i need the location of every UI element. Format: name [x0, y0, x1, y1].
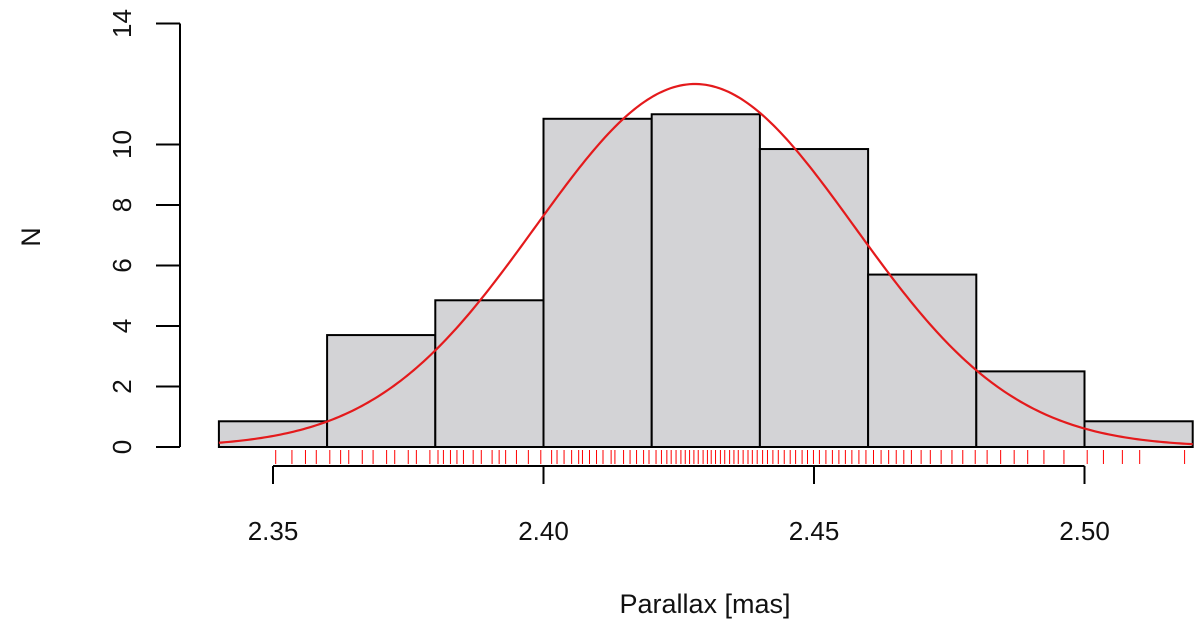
y-tick-label-14: 14 — [107, 9, 137, 38]
x-tick-label-2.45: 2.45 — [789, 516, 840, 546]
y-tick-label-8: 8 — [107, 198, 137, 212]
x-tick-label-2.50: 2.50 — [1059, 516, 1110, 546]
histogram-bar-1 — [217, 420, 329, 449]
histogram-bar-5 — [650, 113, 761, 448]
x-axis: 2.35 2.40 2.45 2.50 — [248, 465, 1110, 546]
gaussian-fit-curve — [218, 82, 1193, 446]
x-tick-label-2.40: 2.40 — [518, 516, 569, 546]
rug-marks — [275, 450, 1186, 464]
y-axis-title: N — [16, 227, 46, 247]
histogram-bar-7 — [867, 273, 978, 449]
histogram-bar-2 — [326, 334, 437, 449]
y-tick-label-6: 6 — [107, 258, 137, 272]
x-axis-title: Parallax [mas] — [619, 589, 790, 619]
histogram-bar-4 — [542, 117, 653, 448]
y-tick-label-2: 2 — [107, 379, 137, 393]
x-tick-label-2.35: 2.35 — [248, 516, 299, 546]
histogram-bars — [217, 113, 1194, 449]
histogram-bar-3 — [434, 299, 545, 448]
y-tick-label-10: 10 — [107, 130, 137, 159]
histogram-bar-6 — [758, 148, 870, 448]
y-tick-label-0: 0 — [107, 440, 137, 454]
y-tick-label-4: 4 — [107, 319, 137, 333]
y-axis: 0 2 4 6 8 10 14 — [107, 9, 181, 454]
